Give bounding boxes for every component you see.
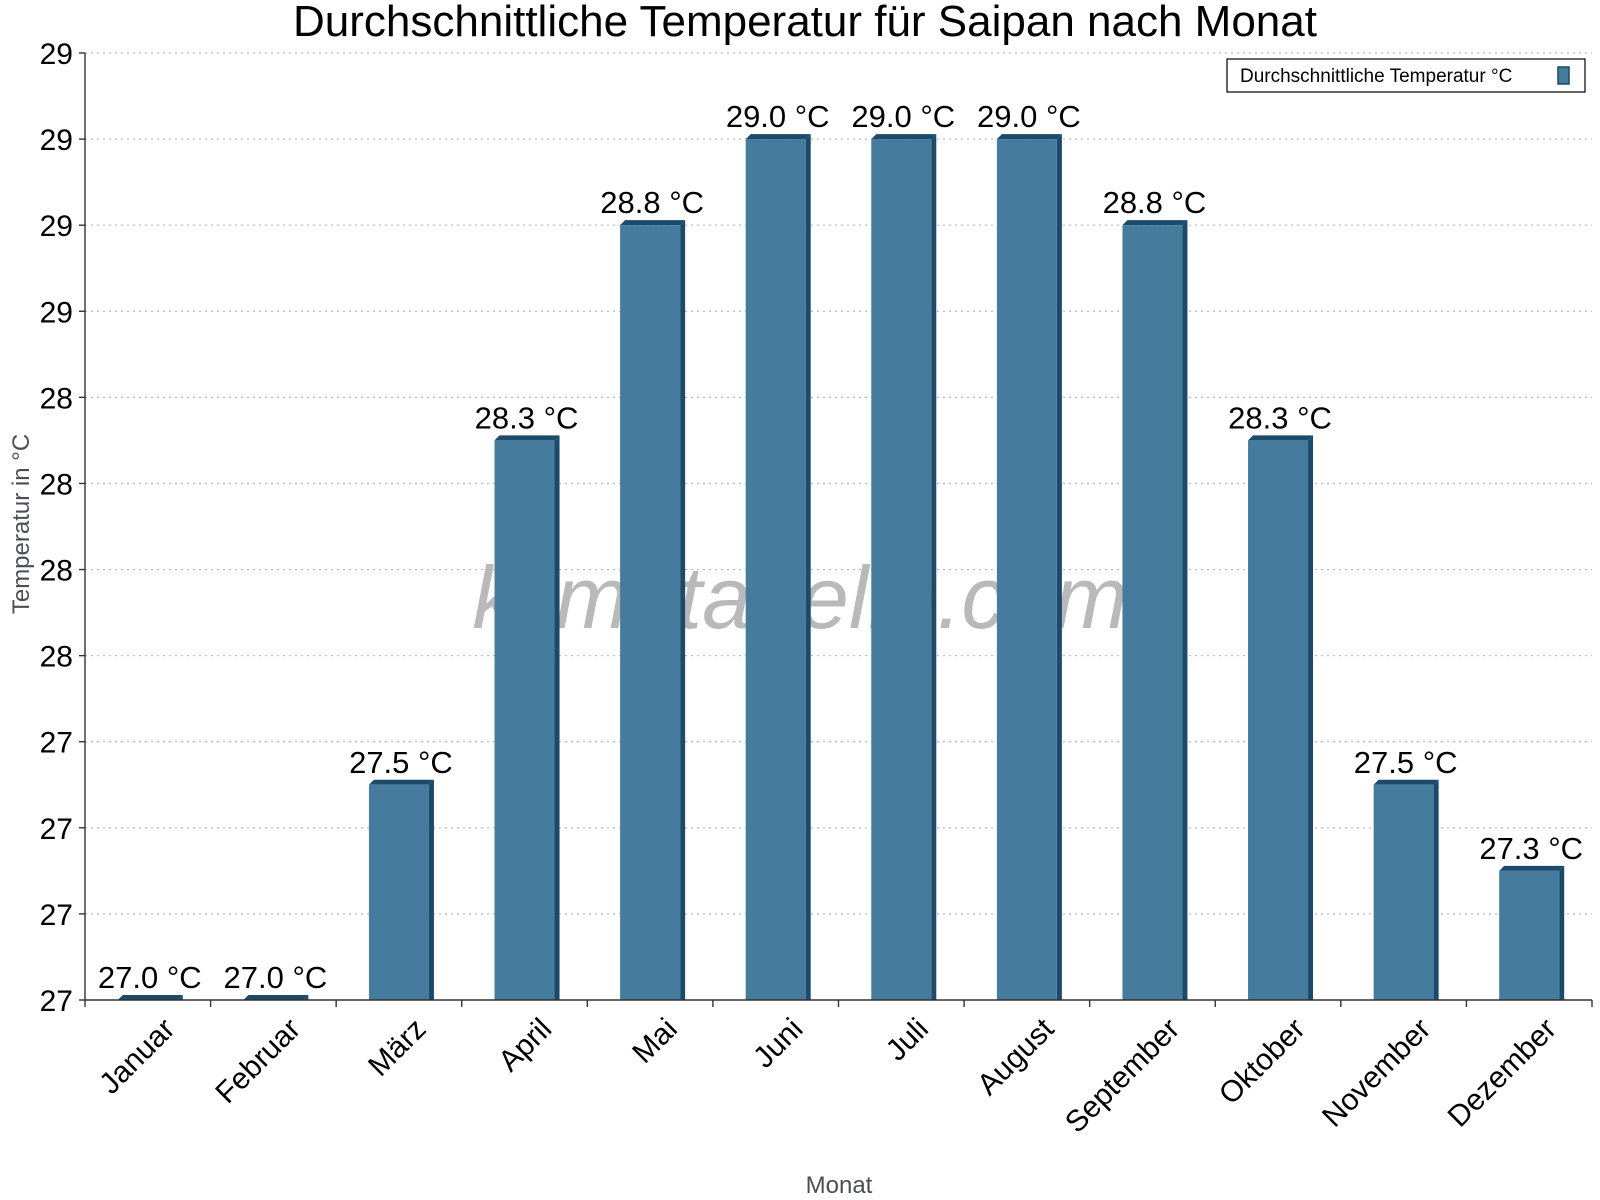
bar-side [1182, 220, 1188, 1000]
data-label: 28.3 °C [475, 400, 579, 435]
bars [117, 134, 1565, 1001]
bar-top [1499, 865, 1565, 871]
x-axis-label: Monat [806, 1172, 873, 1199]
data-label: 27.0 °C [98, 960, 202, 995]
data-label: 28.8 °C [600, 185, 704, 220]
x-tick-label: Januar [93, 1012, 181, 1100]
y-tick-label: 29 [40, 210, 73, 243]
y-tick-label: 28 [40, 382, 73, 415]
x-tick-label: Juni [747, 1012, 809, 1074]
y-tick-label: 27 [40, 813, 73, 846]
bar[interactable] [1248, 440, 1309, 1001]
bar-top [368, 779, 434, 785]
bar-top [1122, 220, 1188, 226]
legend-swatch [1557, 66, 1570, 85]
bar[interactable] [494, 440, 555, 1001]
bar[interactable] [1373, 784, 1434, 1000]
x-tick-label: Dezember [1442, 1012, 1563, 1133]
data-label: 29.0 °C [851, 99, 955, 134]
x-tick-label: Mai [626, 1012, 684, 1070]
bar-side [1056, 134, 1062, 1000]
legend[interactable]: Durchschnittliche Temperatur °C [1226, 58, 1586, 93]
y-tick-label: 28 [40, 468, 73, 501]
bar-side [931, 134, 937, 1000]
bar-top [996, 134, 1062, 140]
y-tick-label: 27 [40, 985, 73, 1018]
bar[interactable] [1122, 225, 1183, 1000]
bar[interactable] [871, 139, 932, 1000]
y-tick-label: 29 [40, 38, 73, 71]
data-label: 27.3 °C [1479, 831, 1583, 866]
x-tick-label: November [1316, 1012, 1437, 1133]
data-label: 28.8 °C [1103, 185, 1207, 220]
x-tick-label: März [362, 1012, 432, 1082]
data-labels: 27.0 °C 27.0 °C 27.5 °C 28.3 °C 28.8 °C 29.0 … [98, 99, 1583, 995]
bar-top [871, 134, 937, 140]
data-label: 28.3 °C [1228, 400, 1332, 435]
bar-top [243, 995, 309, 1000]
x-tick-label: Juli [880, 1012, 935, 1067]
bar-top [1248, 435, 1314, 441]
x-tick-label: September [1059, 1012, 1186, 1139]
bar-side [554, 435, 560, 1001]
x-tick-label: Februar [209, 1012, 307, 1110]
legend-box [1226, 58, 1586, 93]
bar-top [620, 220, 686, 226]
bar-side [680, 220, 686, 1000]
bar-top [745, 134, 811, 140]
grid-lines [85, 52, 1592, 915]
data-label: 29.0 °C [977, 99, 1081, 134]
bar-top [1373, 779, 1439, 785]
data-label: 27.5 °C [1354, 745, 1458, 780]
data-label: 27.0 °C [224, 960, 328, 995]
y-tick-label: 27 [40, 727, 73, 760]
x-tick-label: August [971, 1012, 1061, 1102]
x-tick-label: April [492, 1012, 558, 1078]
bar-side [1433, 779, 1439, 1000]
data-label: 27.5 °C [349, 745, 453, 780]
bar-side [1559, 865, 1565, 1000]
x-tick-label: Oktober [1213, 1012, 1312, 1111]
y-tick-label: 28 [40, 555, 73, 588]
bar[interactable] [745, 139, 806, 1000]
y-tick-label: 29 [40, 296, 73, 329]
bar-side [428, 779, 434, 1000]
chart-title: Durchschnittliche Temperatur für Saipan … [293, 0, 1317, 46]
y-axis-label: Temperatur in °C [8, 434, 35, 614]
y-tick-label: 27 [40, 899, 73, 932]
bar[interactable] [1499, 870, 1560, 1000]
bar[interactable] [368, 784, 429, 1000]
bar[interactable] [996, 139, 1057, 1000]
y-tick-label: 29 [40, 124, 73, 157]
bar[interactable] [620, 225, 681, 1000]
bar-top [117, 995, 183, 1000]
legend-label: Durchschnittliche Temperatur °C [1240, 66, 1512, 87]
bar-top [494, 435, 560, 441]
y-tick-label: 28 [40, 641, 73, 674]
bar-side [1308, 435, 1314, 1001]
data-label: 29.0 °C [726, 99, 830, 134]
bar-side [805, 134, 811, 1000]
